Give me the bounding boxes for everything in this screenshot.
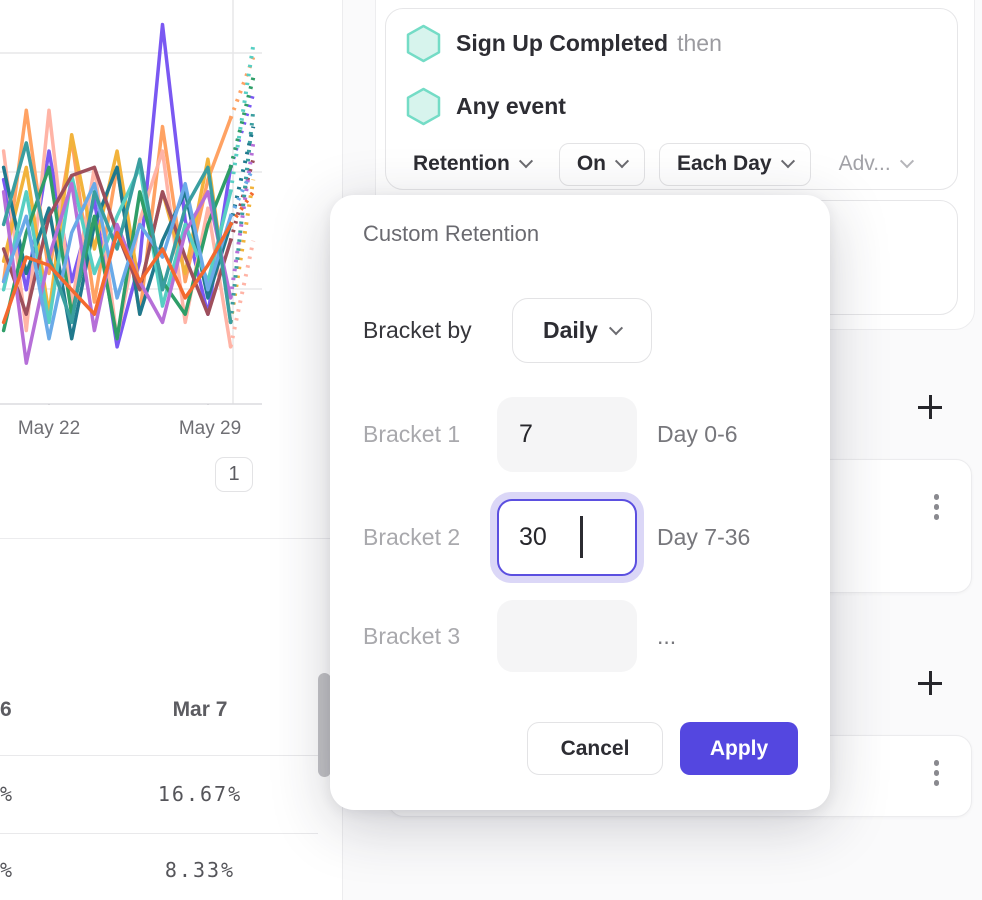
advanced-dropdown[interactable]: Adv... bbox=[825, 143, 926, 186]
chevron-down-icon bbox=[608, 320, 624, 335]
chart-report-section: May 22 May 29 1 6 Mar 7 % 16.67% % 8.33% bbox=[0, 0, 343, 900]
series-dashed-tail-cohort-4 bbox=[228, 179, 256, 323]
cancel-label: Cancel bbox=[560, 736, 630, 760]
focused-input-ring bbox=[490, 492, 644, 583]
bracket-row-1: Bracket 1 Day 0-6 bbox=[330, 397, 830, 472]
series-line-cohort-12 bbox=[1, 222, 233, 325]
event-step-signup[interactable]: Sign Up Completed then bbox=[406, 24, 722, 63]
measurement-label: Retention bbox=[413, 152, 510, 175]
series-dashed-tail-cohort-7 bbox=[228, 77, 256, 168]
bracket-3-input[interactable] bbox=[497, 600, 637, 672]
event-step-anyevent[interactable]: Any event bbox=[406, 87, 566, 126]
table-divider bbox=[0, 833, 318, 834]
add-step-button[interactable] bbox=[912, 665, 948, 701]
bracket-3-range: ... bbox=[657, 623, 677, 649]
chevron-down-icon bbox=[899, 154, 914, 169]
chevron-down-icon bbox=[614, 154, 630, 169]
apply-button[interactable]: Apply bbox=[680, 722, 798, 775]
query-controls-row: Retention On Each Day Adv... bbox=[399, 142, 926, 186]
chart-canvas bbox=[0, 0, 262, 405]
bracket-row-2: Bracket 2 Day 7-36 bbox=[330, 492, 830, 583]
bracket-by-select[interactable]: Daily bbox=[512, 298, 652, 363]
series-line-cohort-10 bbox=[1, 181, 233, 341]
event-hexagon-icon bbox=[406, 24, 441, 63]
pagination-page-button[interactable]: 1 bbox=[215, 457, 253, 492]
interval-label: Each Day bbox=[677, 152, 772, 175]
table-cell-fragment: % bbox=[0, 858, 15, 882]
event-hexagon-icon bbox=[406, 87, 441, 126]
x-tick-label-may22: May 22 bbox=[17, 418, 81, 439]
table-divider bbox=[0, 755, 318, 756]
series-dashed-tail-cohort-6 bbox=[228, 44, 256, 193]
bracket-by-label: Bracket by bbox=[363, 317, 472, 343]
apply-label: Apply bbox=[709, 736, 769, 760]
on-dropdown[interactable]: On bbox=[558, 142, 645, 186]
bracket-1-input[interactable] bbox=[497, 397, 637, 472]
add-step-button[interactable] bbox=[912, 389, 948, 425]
x-tick-label-may29: May 29 bbox=[178, 418, 242, 439]
advanced-label: Adv... bbox=[838, 152, 891, 175]
query-builder-card: Sign Up Completed then Any event Retenti… bbox=[385, 8, 958, 190]
event-name: Any event bbox=[456, 93, 566, 119]
bracket-2-input[interactable] bbox=[497, 499, 637, 576]
measurement-dropdown[interactable]: Retention bbox=[399, 143, 545, 186]
series-dashed-tail-cohort-2 bbox=[228, 56, 256, 120]
text-caret bbox=[580, 516, 583, 558]
series-dashed-tail-cohort-3 bbox=[228, 240, 256, 348]
retention-line-chart bbox=[0, 0, 262, 405]
section-divider bbox=[0, 538, 343, 539]
cancel-button[interactable]: Cancel bbox=[527, 722, 663, 775]
bracket-2-label: Bracket 2 bbox=[363, 524, 461, 550]
chart-series bbox=[1, 22, 256, 365]
interval-dropdown[interactable]: Each Day bbox=[659, 142, 811, 186]
event-name: Sign Up Completed bbox=[456, 30, 669, 56]
modal-title: Custom Retention bbox=[363, 221, 540, 246]
event-connector: then bbox=[677, 30, 722, 56]
bracket-1-range: Day 0-6 bbox=[657, 421, 738, 447]
custom-retention-modal: Custom Retention Bracket by Daily Bracke… bbox=[330, 195, 830, 810]
bracket-2-range: Day 7-36 bbox=[657, 524, 751, 550]
series-line-cohort-6 bbox=[1, 165, 233, 325]
bracket-1-label: Bracket 1 bbox=[363, 421, 461, 447]
kebab-menu-icon[interactable] bbox=[930, 756, 944, 790]
vertical-scrollbar-thumb[interactable] bbox=[318, 673, 331, 777]
chevron-down-icon bbox=[518, 154, 533, 169]
series-dashed-tail-cohort-9 bbox=[228, 142, 256, 299]
kebab-menu-icon[interactable] bbox=[930, 490, 944, 524]
table-cell-value: 16.67% bbox=[157, 782, 243, 806]
series-dashed-tail-cohort-1 bbox=[228, 93, 256, 168]
table-header-mar7: Mar 7 bbox=[172, 698, 228, 721]
table-cell-fragment: % bbox=[0, 782, 15, 806]
results-table: 6 Mar 7 % 16.67% % 8.33% bbox=[0, 640, 341, 900]
table-cell-value: 8.33% bbox=[164, 858, 236, 882]
on-label: On bbox=[576, 152, 606, 175]
series-dashed-tail-cohort-12 bbox=[228, 190, 255, 226]
bracket-3-label: Bracket 3 bbox=[363, 623, 461, 649]
bracket-by-value: Daily bbox=[543, 317, 598, 343]
bracket-row-3: Bracket 3 ... bbox=[330, 600, 830, 672]
table-header-fragment: 6 bbox=[0, 698, 12, 721]
chevron-down-icon bbox=[780, 154, 795, 169]
bracket-by-row: Bracket by Daily bbox=[330, 298, 830, 363]
series-line-cohort-11 bbox=[1, 141, 233, 325]
